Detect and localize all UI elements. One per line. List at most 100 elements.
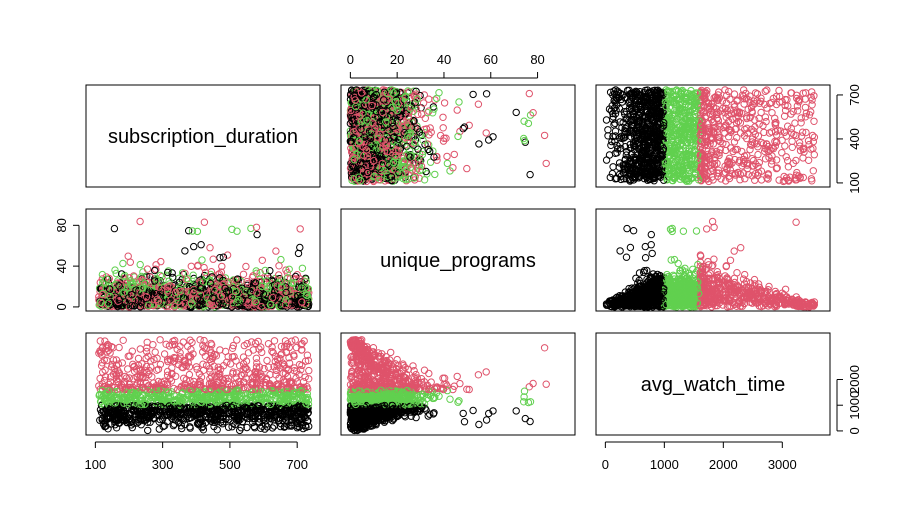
data-point — [475, 140, 483, 148]
data-point — [469, 90, 477, 99]
data-point — [520, 117, 528, 125]
data-point — [296, 243, 304, 252]
data-point — [641, 254, 650, 262]
data-point — [277, 255, 285, 264]
data-point — [209, 255, 217, 263]
data-point — [431, 170, 439, 179]
data-point — [542, 159, 550, 168]
data-point — [485, 136, 493, 144]
data-point — [449, 164, 457, 172]
data-point — [275, 262, 283, 270]
data-point — [529, 109, 537, 117]
data-point — [412, 90, 420, 98]
data-point — [242, 262, 250, 271]
data-point — [525, 89, 533, 98]
data-point — [609, 163, 617, 171]
data-point — [143, 265, 152, 273]
data-point — [426, 124, 434, 132]
data-point — [416, 159, 424, 167]
data-point — [602, 116, 611, 124]
data-point — [419, 136, 427, 145]
data-point — [193, 227, 202, 236]
data-point — [463, 164, 471, 173]
data-point — [804, 156, 813, 165]
data-point — [788, 143, 796, 152]
data-point — [647, 230, 655, 239]
data-point — [780, 128, 789, 137]
panel-r0-c1 — [340, 84, 576, 188]
data-point — [126, 258, 135, 266]
data-point — [198, 256, 206, 264]
data-point — [157, 257, 165, 266]
data-point — [258, 256, 266, 264]
data-point — [439, 137, 448, 145]
data-point — [455, 98, 463, 106]
data-point — [482, 90, 491, 98]
data-point — [810, 151, 818, 159]
data-point — [604, 126, 612, 134]
data-point — [450, 150, 458, 159]
data-point — [443, 159, 452, 168]
data-point — [431, 96, 439, 104]
data-point — [801, 113, 810, 121]
data-point — [433, 94, 441, 103]
data-point — [423, 140, 432, 148]
data-point — [797, 119, 805, 127]
data-point — [439, 124, 447, 132]
data-point — [294, 249, 303, 258]
data-point — [206, 244, 214, 252]
data-point — [124, 252, 132, 260]
data-point — [757, 108, 765, 117]
panel-frame — [85, 84, 321, 188]
data-point — [425, 95, 433, 103]
data-point — [605, 151, 614, 159]
data-point — [465, 121, 473, 130]
data-point — [296, 225, 304, 233]
data-point — [482, 129, 490, 137]
data-point — [136, 217, 144, 226]
data-point — [415, 174, 423, 182]
data-point — [362, 177, 371, 186]
data-point — [782, 153, 790, 161]
data-point — [404, 175, 413, 183]
data-point — [761, 87, 769, 96]
data-point — [420, 91, 428, 99]
data-point — [512, 108, 520, 117]
data-point — [526, 111, 535, 119]
data-point — [810, 133, 819, 141]
data-point — [346, 95, 355, 104]
data-point — [460, 123, 469, 131]
data-point — [751, 89, 760, 97]
panels — [85, 84, 831, 436]
data-point — [474, 100, 483, 108]
data-point — [181, 247, 189, 255]
data-point — [748, 155, 756, 163]
panel-r0-c0 — [85, 84, 321, 188]
data-point — [200, 218, 209, 226]
data-point — [426, 158, 435, 166]
data-point — [197, 241, 205, 249]
data-point — [239, 270, 248, 278]
data-point — [298, 264, 307, 272]
data-point — [187, 262, 196, 270]
data-point — [730, 90, 739, 98]
data-point — [608, 169, 617, 178]
panel-r0-c2 — [595, 84, 831, 188]
data-point — [253, 230, 261, 239]
data-point — [440, 99, 449, 107]
data-point — [119, 259, 127, 268]
data-point — [169, 273, 177, 282]
data-point — [782, 132, 791, 140]
data-point — [703, 225, 711, 233]
data-point — [781, 142, 789, 150]
data-point — [190, 242, 198, 251]
data-point — [443, 152, 451, 161]
data-point — [489, 133, 497, 141]
panel-r1-c0 — [85, 208, 321, 312]
data-point — [272, 247, 280, 255]
data-point — [526, 170, 534, 179]
data-point — [439, 113, 447, 122]
data-point — [520, 134, 528, 143]
data-point — [754, 150, 762, 159]
